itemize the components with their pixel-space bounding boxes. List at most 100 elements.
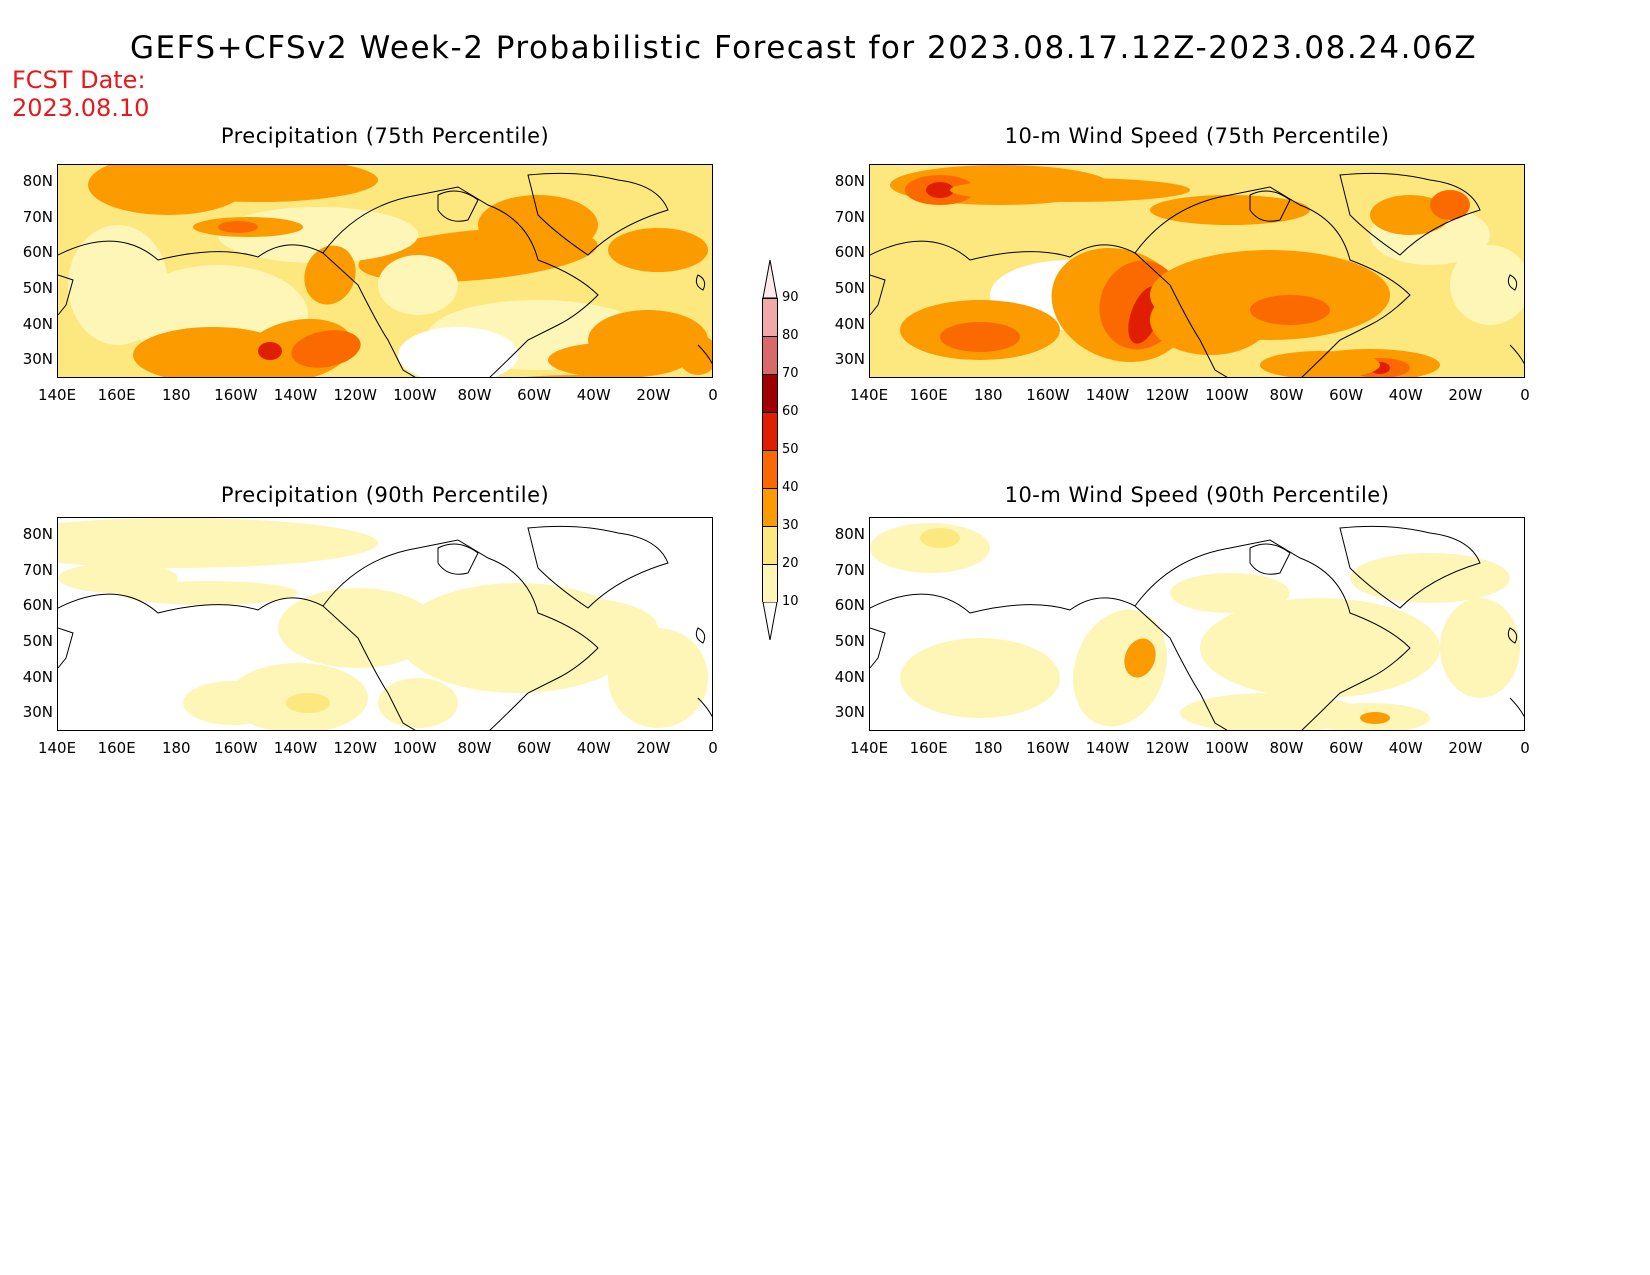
lon-tick-label: 160W — [214, 739, 258, 757]
coastline — [58, 240, 416, 377]
coastline — [322, 186, 599, 377]
lon-tick-label: 160W — [1026, 739, 1070, 757]
probability-contour — [1430, 190, 1470, 220]
coastline — [697, 697, 712, 718]
map-canvas — [58, 518, 712, 730]
lon-tick-label: 40W — [576, 739, 611, 757]
coastline — [527, 525, 669, 609]
probability-contour — [1250, 295, 1330, 325]
colorbar-segment — [762, 336, 778, 374]
lon-tick-label: 60W — [1329, 739, 1364, 757]
probability-contour — [138, 165, 378, 202]
coastline — [870, 627, 886, 669]
map-wind-90 — [869, 517, 1525, 731]
probability-contour — [940, 322, 1020, 352]
probability-contour — [920, 528, 960, 548]
lon-tick-label: 160E — [909, 739, 948, 757]
lon-tick-label: 100W — [393, 739, 437, 757]
colorbar-segment — [762, 450, 778, 488]
probability-contour — [1260, 351, 1380, 377]
lon-tick-label: 140E — [849, 739, 889, 757]
probability-contour — [926, 182, 954, 198]
lat-tick-label: 40N — [22, 314, 53, 333]
coastline — [1509, 344, 1524, 365]
colorbar-segment — [762, 412, 778, 450]
lon-tick-label: 40W — [1388, 739, 1423, 757]
probability-contour — [608, 628, 708, 728]
coastline — [58, 274, 74, 316]
coastline — [1509, 697, 1524, 718]
colorbar-label: 90 — [782, 290, 799, 305]
probability-contour — [870, 523, 990, 573]
lon-tick-label: 60W — [517, 739, 552, 757]
probability-contour — [1350, 553, 1510, 603]
coastline — [58, 593, 416, 730]
panel-title-precip-90: Precipitation (90th Percentile) — [220, 483, 550, 507]
coastline — [437, 543, 479, 575]
lon-tick-label: 60W — [517, 386, 552, 404]
lon-tick-label: 20W — [1448, 386, 1483, 404]
lon-tick-label: 0 — [1520, 386, 1530, 404]
lat-tick-label: 80N — [834, 524, 865, 543]
lon-tick-label: 20W — [1448, 739, 1483, 757]
probability-contour — [900, 638, 1060, 718]
colorbar-bottom-arrow — [762, 602, 778, 640]
lon-tick-label: 140W — [273, 739, 318, 757]
lat-tick-label: 70N — [22, 560, 53, 579]
lon-tick-label: 180 — [161, 739, 191, 757]
coastline — [870, 274, 886, 316]
coastline — [870, 593, 1228, 730]
probability-contour — [950, 178, 1190, 202]
colorbar-top-arrow — [762, 260, 778, 298]
lon-tick-label: 80W — [457, 386, 492, 404]
lon-tick-label: 180 — [973, 739, 1003, 757]
coastline — [1249, 543, 1291, 575]
probability-contour — [58, 518, 378, 568]
probability-contour — [1150, 195, 1310, 225]
probability-contour — [1440, 598, 1520, 698]
lon-tick-label: 60W — [1329, 386, 1364, 404]
colorbar — [762, 260, 778, 640]
lon-tick-label: 160W — [214, 386, 258, 404]
colorbar-label: 30 — [782, 518, 799, 533]
lat-tick-label: 50N — [22, 278, 53, 297]
panel-title-precip-75: Precipitation (75th Percentile) — [220, 124, 550, 148]
lon-tick-label: 20W — [636, 386, 671, 404]
lon-tick-label: 120W — [1145, 739, 1189, 757]
probability-contour — [398, 327, 518, 377]
lat-tick-label: 40N — [22, 667, 53, 686]
colorbar-label: 20 — [782, 556, 799, 571]
lat-tick-label: 50N — [834, 278, 865, 297]
coastline — [1507, 274, 1518, 291]
lon-tick-label: 80W — [1269, 739, 1304, 757]
coastline — [1134, 539, 1411, 730]
probability-contour — [1150, 285, 1270, 355]
lon-tick-label: 80W — [457, 739, 492, 757]
colorbar-segment — [762, 526, 778, 564]
probability-contour — [183, 681, 283, 725]
lon-tick-label: 20W — [636, 739, 671, 757]
colorbar-label: 60 — [782, 404, 799, 419]
lat-tick-label: 60N — [22, 596, 53, 615]
colorbar-label: 50 — [782, 442, 799, 457]
probability-contour — [291, 330, 361, 368]
probability-contour — [1360, 712, 1390, 724]
lon-tick-label: 0 — [708, 739, 718, 757]
lon-tick-label: 140W — [1085, 739, 1130, 757]
map-canvas — [870, 518, 1524, 730]
coastline — [437, 190, 479, 222]
main-title: GEFS+CFSv2 Week-2 Probabilistic Forecast… — [130, 30, 1478, 66]
probability-contour — [478, 195, 598, 255]
probability-contour — [118, 581, 298, 605]
coastline — [1507, 627, 1518, 644]
coastline — [1339, 525, 1481, 609]
lat-tick-label: 30N — [834, 703, 865, 722]
coastline — [1249, 190, 1291, 222]
lon-tick-label: 120W — [333, 386, 377, 404]
lat-tick-label: 30N — [22, 350, 53, 369]
lat-tick-label: 70N — [834, 560, 865, 579]
probability-contour — [1124, 638, 1156, 678]
lon-tick-label: 120W — [333, 739, 377, 757]
map-wind-75 — [869, 164, 1525, 378]
fcst-date-label: FCST Date: — [12, 66, 146, 94]
